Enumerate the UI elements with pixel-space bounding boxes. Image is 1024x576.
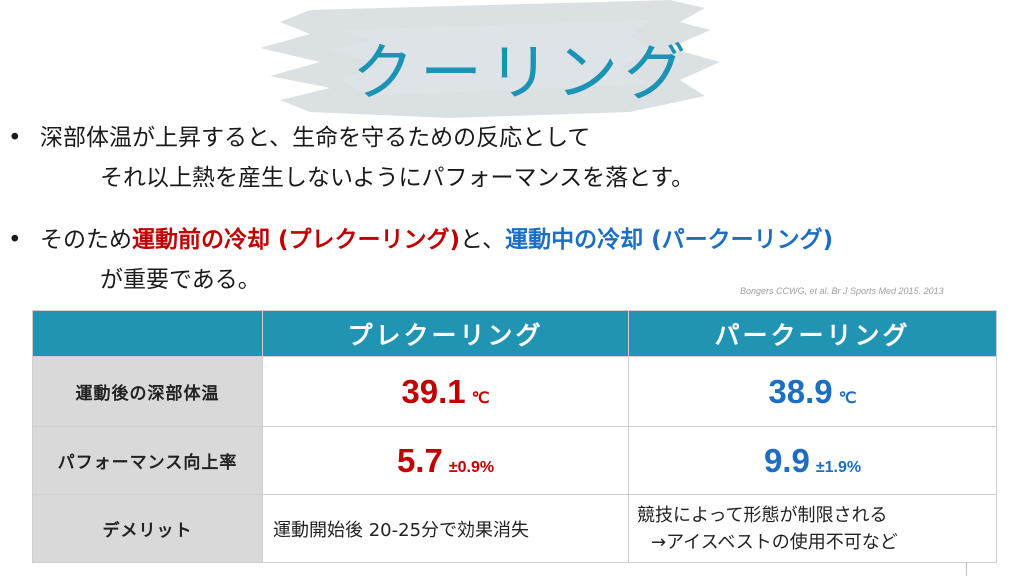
precooling-core-temp: 39.1 ℃ xyxy=(262,356,629,427)
percooling-demerit: 競技によって形態が制限される →アイスベストの使用不可など xyxy=(628,494,997,563)
bullet-1-line1: 深部体温が上昇すると、生命を守るための反応として xyxy=(40,125,591,151)
table-header-precooling: プレクーリング xyxy=(262,310,629,357)
bullet-dot: • xyxy=(8,227,22,253)
table-header-row: プレクーリング パークーリング xyxy=(32,310,997,357)
row-label-demerit: デメリット xyxy=(32,494,263,563)
bullet-1-line2: それ以上熱を産生しないようにパフォーマンスを落とす。 xyxy=(100,165,695,191)
comparison-table: プレクーリング パークーリング 運動後の深部体温 39.1 ℃ 38.9 ℃ パフォ… xyxy=(32,310,997,563)
bullet-dot: • xyxy=(8,125,22,151)
bullet-2-line2: が重要である。 xyxy=(100,267,261,293)
percooling-core-temp: 38.9 ℃ xyxy=(628,356,997,427)
brush-stroke-decoration xyxy=(260,0,720,118)
percooling-highlight: 運動中の冷却 (パークーリング) xyxy=(505,227,834,253)
precooling-performance: 5.7 ±0.9% xyxy=(262,426,629,495)
value-unit: ℃ xyxy=(471,389,490,407)
percooling-performance: 9.9 ±1.9% xyxy=(628,426,997,495)
value-number: 39.1 xyxy=(401,372,466,410)
row-label-performance: パフォーマンス向上率 xyxy=(32,426,263,495)
percooling-demerit-line2: →アイスベストの使用不可など xyxy=(651,531,898,553)
value-number: 9.9 xyxy=(763,441,810,479)
value-number: 5.7 xyxy=(396,441,443,479)
citation: Bongers CCWG, et al. Br J Sports Med 201… xyxy=(740,286,944,296)
value-unit: ℃ xyxy=(838,389,857,407)
precooling-highlight: 運動前の冷却 (プレクーリング) xyxy=(132,227,461,253)
page-edge-mark xyxy=(966,562,967,576)
percooling-demerit-line1: 競技によって形態が制限される xyxy=(637,504,888,526)
value-number: 38.9 xyxy=(768,372,833,410)
value-unit: ±0.9% xyxy=(448,458,495,476)
precooling-demerit: 運動開始後 20-25分で効果消失 xyxy=(262,494,629,563)
table-header-empty xyxy=(32,310,263,357)
bullet-2-line1: そのため運動前の冷却 (プレクーリング)と、運動中の冷却 (パークーリング) xyxy=(40,220,833,260)
table-row: パフォーマンス向上率 5.7 ±0.9% 9.9 ±1.9% xyxy=(32,426,997,495)
value-unit: ±1.9% xyxy=(815,458,862,476)
table-header-percooling: パークーリング xyxy=(628,310,997,357)
slide-title: クーリング xyxy=(351,36,692,109)
table-row: デメリット 運動開始後 20-25分で効果消失 競技によって形態が制限される →ア… xyxy=(32,494,997,563)
table-row: 運動後の深部体温 39.1 ℃ 38.9 ℃ xyxy=(32,356,997,427)
bullet-2-prefix: そのため xyxy=(40,227,132,253)
bullet-2-mid: と、 xyxy=(460,227,506,253)
row-label-core-temp: 運動後の深部体温 xyxy=(32,356,263,427)
